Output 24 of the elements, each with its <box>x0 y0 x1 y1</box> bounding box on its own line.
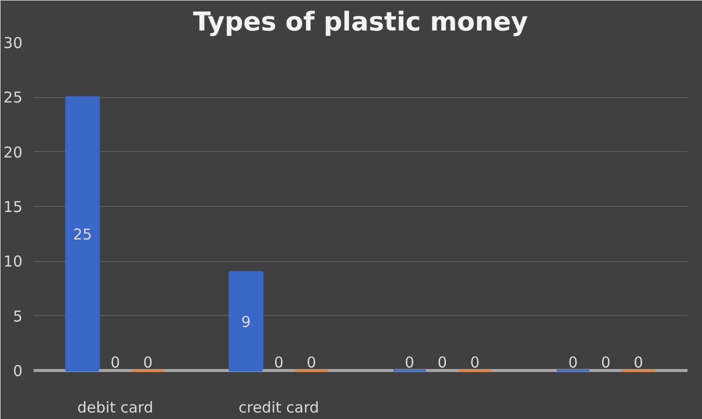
chart-title: Types of plastic money <box>193 8 528 38</box>
y-tick-label: 30 <box>3 34 23 52</box>
data-label: 0 <box>274 354 284 372</box>
data-label: 0 <box>634 354 644 372</box>
y-tick-label: 20 <box>3 143 23 162</box>
data-label: 0 <box>143 354 153 372</box>
data-label: 0 <box>437 354 448 372</box>
data-label: 0 <box>404 354 414 372</box>
y-tick-label: 0 <box>12 362 23 380</box>
data-label: 0 <box>568 354 578 372</box>
data-label: 0 <box>600 354 611 372</box>
data-label: 25 <box>73 225 92 244</box>
bar <box>65 96 100 372</box>
data-label: 0 <box>470 354 480 372</box>
x-tick-label: debit card <box>77 398 154 416</box>
x-tick-label: credit card <box>238 398 320 416</box>
y-tick-label: 10 <box>3 252 23 271</box>
y-tick-label: 15 <box>3 198 23 216</box>
y-tick-label: 25 <box>3 88 23 107</box>
y-tick-label: 5 <box>12 307 23 326</box>
bar <box>228 271 264 372</box>
data-label: 0 <box>110 354 120 372</box>
data-label: 0 <box>306 354 316 372</box>
data-label: 9 <box>241 312 251 331</box>
